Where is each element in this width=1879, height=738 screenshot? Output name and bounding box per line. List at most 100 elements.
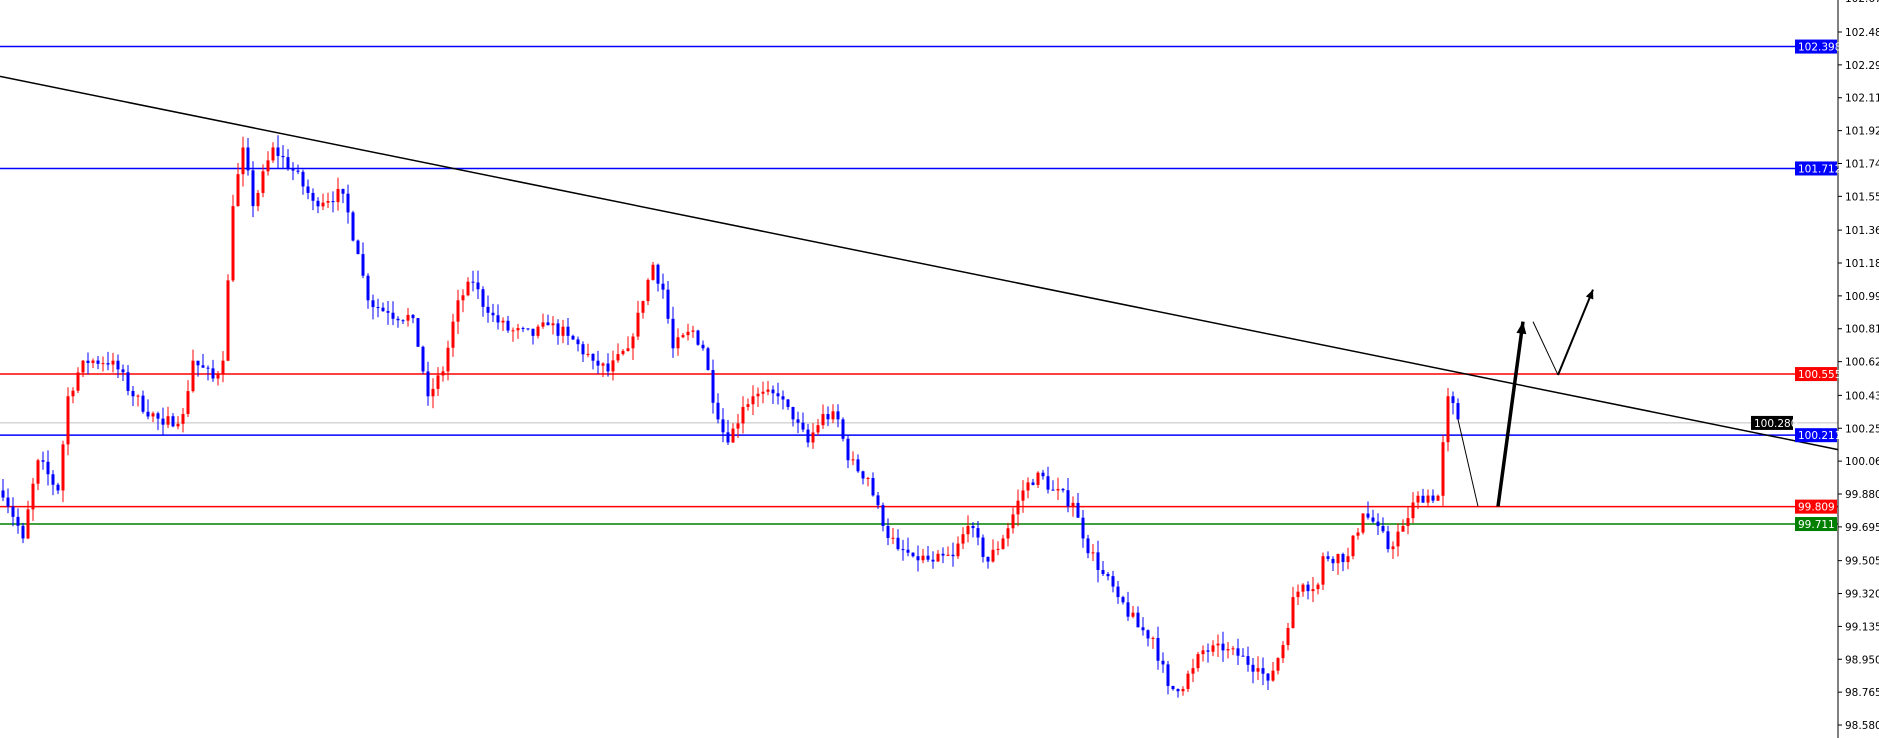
candle-body — [166, 416, 170, 425]
bearish-candle — [286, 149, 290, 171]
candle-body — [936, 553, 940, 562]
candle-body — [1061, 488, 1065, 491]
candle-body — [776, 393, 780, 397]
bullish-candle — [1186, 670, 1190, 693]
candle-body — [756, 393, 760, 397]
bearish-candle — [51, 470, 55, 496]
candle-body — [231, 206, 235, 281]
bullish-candle — [91, 358, 95, 368]
bearish-candle — [361, 242, 365, 279]
candle-body — [1036, 472, 1040, 485]
bearish-candle — [706, 346, 710, 371]
bearish-candle — [331, 191, 335, 213]
candle-body — [651, 264, 655, 280]
bullish-candle — [1276, 657, 1280, 675]
bullish-candle — [691, 325, 695, 338]
bullish-candle — [921, 548, 925, 564]
bullish-candle — [621, 349, 625, 356]
bearish-candle — [576, 336, 580, 352]
bearish-candle — [246, 137, 250, 176]
candle-body — [1141, 627, 1145, 631]
bearish-candle — [581, 341, 585, 363]
bearish-candle — [861, 470, 865, 485]
candle-body — [61, 444, 65, 491]
bearish-candle — [656, 263, 660, 292]
candle-body — [136, 395, 140, 397]
candle-body — [316, 200, 320, 207]
bearish-candle — [531, 328, 535, 345]
candle-body — [436, 375, 440, 389]
candle-body — [1156, 637, 1160, 661]
candle-body — [141, 395, 145, 412]
bearish-candle — [1156, 626, 1160, 670]
bullish-candle — [76, 367, 80, 394]
bullish-candle — [321, 193, 325, 210]
candle-body — [1056, 488, 1060, 491]
candle-body — [331, 201, 335, 203]
candle-body — [1411, 502, 1415, 519]
candle-body — [906, 549, 910, 553]
bullish-candle — [1091, 543, 1095, 562]
candle-body — [1101, 569, 1105, 574]
bearish-candle — [206, 365, 210, 381]
bullish-candle — [936, 549, 940, 562]
level-price-label: 100.555 — [1798, 369, 1841, 381]
candle-body — [956, 543, 960, 557]
candle-body — [276, 147, 280, 156]
bullish-candle — [1211, 640, 1215, 657]
price-labels: 102.398 101.712 100.555 100.211 99.809 99.711… — [1751, 39, 1841, 532]
candle-body — [686, 331, 690, 336]
bearish-candle — [121, 364, 125, 382]
bearish-candle — [1066, 477, 1070, 513]
bullish-candle — [181, 407, 185, 433]
candle-body — [1446, 396, 1450, 443]
bullish-candle — [636, 300, 640, 340]
candle-body — [736, 423, 740, 429]
candle-body — [1431, 495, 1435, 501]
candle-body — [886, 525, 890, 538]
bullish-candle — [511, 327, 515, 342]
bullish-candle — [31, 477, 35, 521]
candle-body — [391, 312, 395, 319]
candle-body — [721, 419, 725, 433]
price-axis[interactable]: 102.670 102.480 102.295 102.110 101.925 101.7… — [1838, 0, 1879, 732]
candle-body — [621, 350, 625, 355]
bullish-candle — [1416, 491, 1420, 510]
bullish-candle — [441, 366, 445, 382]
candle-body — [786, 399, 790, 407]
bearish-candle — [296, 164, 300, 175]
candle-body — [1316, 584, 1320, 590]
candle-body — [91, 360, 95, 363]
candle-body — [916, 556, 920, 561]
y-tick-label: 99.505 — [1845, 556, 1879, 568]
bullish-candle — [1411, 492, 1415, 524]
bearish-candle — [1046, 466, 1050, 494]
bullish-candle — [26, 500, 30, 540]
candle-body — [1126, 602, 1130, 617]
bearish-candle — [56, 482, 60, 495]
projection-line — [1457, 419, 1479, 507]
bullish-candle — [1226, 642, 1230, 659]
candle-body — [811, 432, 815, 443]
candle-body — [761, 391, 765, 394]
bearish-candle — [931, 551, 935, 569]
candle-body — [116, 360, 120, 370]
candle-body — [1371, 517, 1375, 522]
candle-body — [876, 495, 880, 506]
candle-body — [1166, 664, 1170, 686]
candle-body — [1231, 648, 1235, 650]
candle-body — [696, 330, 700, 345]
candle-body — [1236, 648, 1240, 656]
candle-body — [266, 160, 270, 172]
bullish-candle — [946, 546, 950, 557]
bullish-candle — [646, 278, 650, 306]
candle-body — [1351, 535, 1355, 557]
bearish-candle — [306, 179, 310, 200]
bearish-candle — [981, 534, 985, 563]
bullish-candle — [1361, 513, 1365, 535]
candle-body — [946, 554, 950, 556]
candle-body — [171, 416, 175, 427]
bearish-candle — [716, 393, 720, 424]
candle-body — [971, 525, 975, 529]
